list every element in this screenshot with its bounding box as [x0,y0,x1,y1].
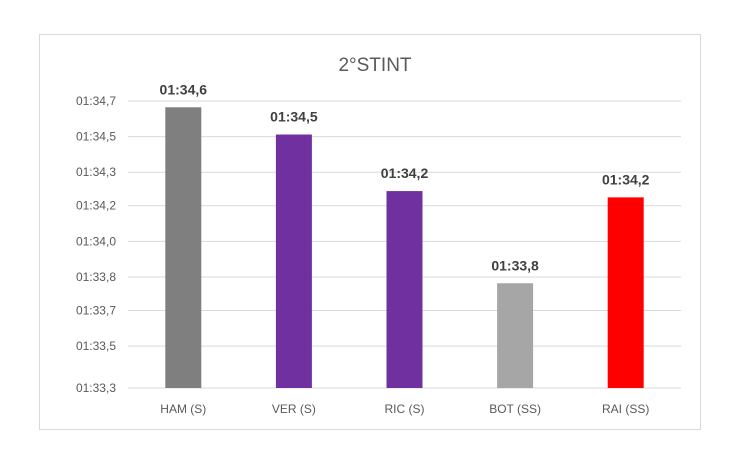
y-tick-label: 01:33,7 [76,303,116,317]
y-tick-label: 01:34,5 [76,130,116,144]
data-label: 01:34,6 [160,81,208,97]
x-tick-label: RIC (S) [385,402,425,416]
bars [165,107,644,388]
data-label: 01:34,2 [381,165,429,181]
y-tick-label: 01:33,3 [76,381,116,395]
y-tick-label: 01:34,2 [76,199,116,213]
bar [275,134,312,388]
bar-chart: 2°STINT 01:33,301:33,501:33,701:33,801:3… [76,55,681,416]
y-tick-label: 01:33,8 [76,270,116,284]
y-axis-ticks: 01:33,3 01:33,5 01:33,7 01:33,8 01:34,0 01:34… [76,94,116,395]
chart-frame: 2°STINT 01:33,3 01:33,5 01:33,7 01:33,8 01:3… [39,34,701,430]
y-tick-label: 01:34,7 [76,94,116,108]
data-label: 01:34,5 [270,109,318,125]
y-tick-label: 01:34,0 [76,234,116,248]
x-axis-categories: HAM (S) VER (S) RIC (S) BOT (SS) RAI (SS) [160,402,649,416]
bar [165,107,202,388]
x-tick-label: BOT (SS) [489,402,541,416]
data-label: 01:33,8 [491,257,539,273]
y-tick-label: 01:33,5 [76,339,116,353]
bar [607,197,644,388]
bar [386,191,423,388]
data-label: 01:34,2 [602,171,650,187]
x-tick-label: HAM (S) [160,402,206,416]
data-labels: 01:34,6 01:34,5 01:34,2 01:33,8 01:34,2 [160,81,650,273]
chart-title: 2°STINT [338,55,411,76]
x-tick-label: RAI (SS) [602,402,649,416]
y-tick-label: 01:34,3 [76,165,116,179]
bar [497,283,534,388]
x-tick-label: VER (S) [272,402,316,416]
